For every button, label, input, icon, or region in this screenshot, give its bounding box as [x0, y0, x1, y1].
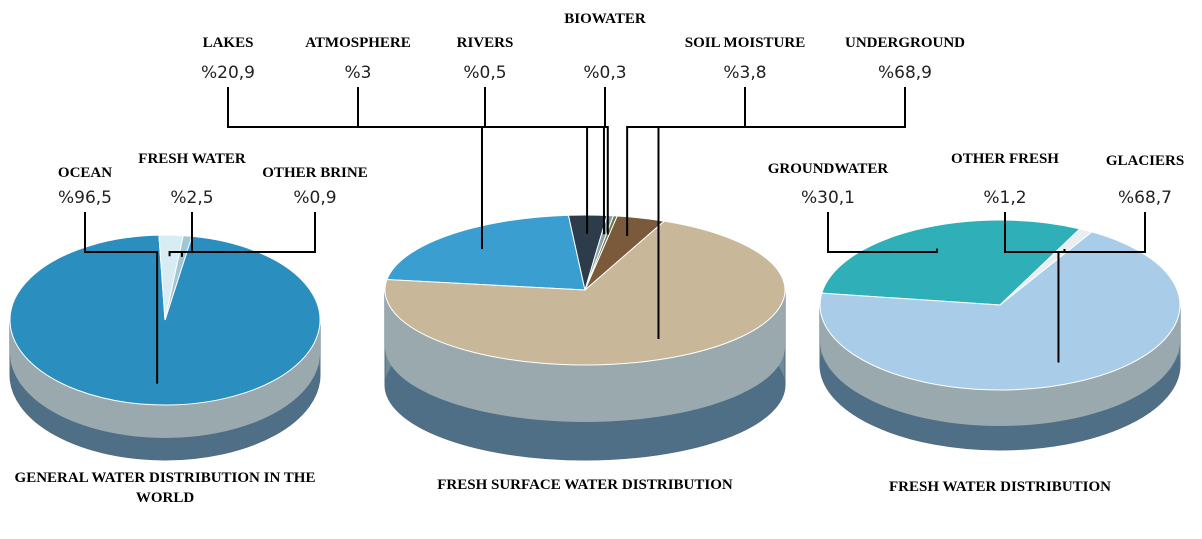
value-label: %30,1	[800, 188, 855, 208]
slice-label: GROUNDWATER	[767, 161, 889, 177]
leader-line	[357, 87, 589, 234]
slice-label: ATMOSPHERE	[305, 35, 411, 51]
value-label: %3	[344, 63, 372, 83]
value-label: %20,9	[200, 63, 255, 83]
value-label: %1,2	[983, 188, 1027, 208]
value-label: %68,9	[877, 63, 932, 83]
value-label: %0,5	[463, 63, 507, 83]
value-label: %2,5	[170, 188, 214, 208]
pie-slice	[821, 219, 1081, 306]
leader-line	[1057, 212, 1146, 363]
slice-label: OTHER FRESH	[951, 151, 1059, 167]
leader-line	[168, 212, 193, 257]
leader-line	[180, 212, 316, 257]
value-label: %96,5	[57, 188, 112, 208]
leader-line	[827, 212, 938, 253]
value-label: %3,8	[723, 63, 767, 83]
chart-title: FRESH WATER DISTRIBUTION	[888, 479, 1111, 495]
slice-label: RIVERS	[456, 35, 514, 51]
slice-label: OTHER BRINE	[262, 165, 368, 181]
leader-line	[657, 87, 906, 340]
slice-label: OCEAN	[57, 165, 113, 181]
slice-label: FRESH WATER	[138, 151, 246, 167]
chart-title: GENERAL WATER DISTRIBUTION IN THE WORLD	[14, 470, 316, 506]
leader-line	[484, 87, 605, 235]
slice-label: BIOWATER	[564, 11, 646, 27]
leader-line	[626, 87, 746, 237]
slice-label: SOIL MOISTURE	[684, 35, 806, 51]
leader-line	[604, 87, 609, 235]
chart-title: FRESH SURFACE WATER DISTRIBUTION	[437, 477, 733, 493]
pie-slice	[386, 214, 586, 291]
slice-label: LAKES	[202, 35, 254, 51]
value-label: %0,3	[583, 63, 627, 83]
pie-slice	[819, 231, 1181, 391]
pie-slice	[384, 220, 786, 366]
leader-line	[227, 87, 483, 250]
value-label: %0,9	[293, 188, 337, 208]
slice-label: UNDERGROUND	[845, 35, 965, 51]
value-label: %68,7	[1117, 188, 1172, 208]
leader-line	[84, 212, 159, 384]
slice-label: GLACIERS	[1105, 153, 1185, 169]
leader-line	[1004, 212, 1066, 253]
